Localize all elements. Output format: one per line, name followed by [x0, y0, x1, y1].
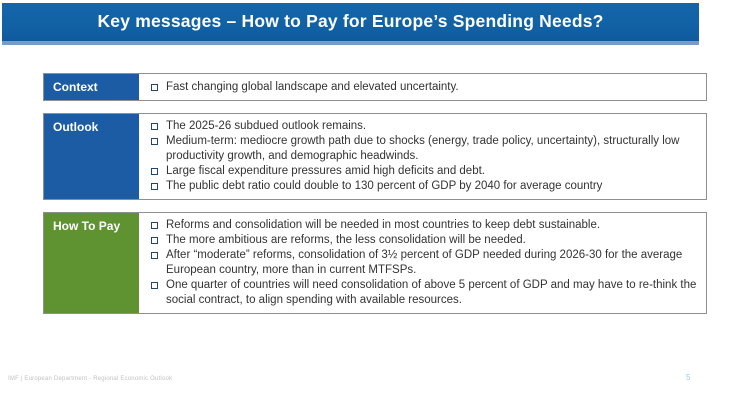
row-how-to-pay-label: How To Pay [44, 213, 139, 313]
bullet-item: After “moderate” reforms, consolidation … [149, 248, 698, 278]
bullet-item: Medium-term: mediocre growth path due to… [149, 134, 698, 164]
square-bullet-icon [151, 83, 158, 91]
bullet-text: Medium-term: mediocre growth path due to… [166, 135, 680, 162]
bullet-text: Reforms and consolidation will be needed… [166, 219, 601, 231]
bullet-item: One quarter of countries will need conso… [149, 278, 698, 308]
row-outlook: Outlook The 2025-26 subdued outlook rema… [43, 113, 707, 200]
bullet-item: The more ambitious are reforms, the less… [149, 233, 698, 248]
bullet-item: Reforms and consolidation will be needed… [149, 218, 698, 233]
slide-title: Key messages – How to Pay for Europe’s S… [97, 10, 604, 31]
square-bullet-icon [151, 137, 158, 145]
bullet-text: Fast changing global landscape and eleva… [166, 81, 459, 93]
bullet-text: One quarter of countries will need conso… [166, 279, 697, 306]
title-banner: Key messages – How to Pay for Europe’s S… [2, 3, 699, 45]
square-bullet-icon [151, 251, 158, 259]
bullet-text: The more ambitious are reforms, the less… [166, 234, 526, 246]
row-outlook-label: Outlook [44, 114, 139, 199]
square-bullet-icon [151, 236, 158, 244]
row-context: Context Fast changing global landscape a… [43, 73, 707, 101]
key-messages-table: Context Fast changing global landscape a… [43, 73, 707, 326]
row-context-content: Fast changing global landscape and eleva… [139, 74, 706, 100]
bullet-item: The public debt ratio could double to 13… [149, 179, 698, 194]
square-bullet-icon [151, 182, 158, 190]
row-context-label: Context [44, 74, 139, 100]
row-how-to-pay: How To Pay Reforms and consolidation wil… [43, 212, 707, 314]
square-bullet-icon [151, 122, 158, 130]
bullet-item: Large fiscal expenditure pressures amid … [149, 164, 698, 179]
bullet-text: The public debt ratio could double to 13… [166, 180, 603, 192]
square-bullet-icon [151, 281, 158, 289]
page-number: 5 [686, 373, 691, 382]
bullet-item: Fast changing global landscape and eleva… [149, 80, 698, 95]
row-outlook-content: The 2025-26 subdued outlook remains. Med… [139, 114, 706, 199]
bullet-text: Large fiscal expenditure pressures amid … [166, 165, 485, 177]
footer-attribution: IMF | European Department - Regional Eco… [8, 376, 173, 382]
square-bullet-icon [151, 167, 158, 175]
bullet-text: The 2025-26 subdued outlook remains. [166, 120, 367, 132]
square-bullet-icon [151, 221, 158, 229]
row-how-to-pay-content: Reforms and consolidation will be needed… [139, 213, 706, 313]
bullet-text: After “moderate” reforms, consolidation … [166, 249, 683, 276]
bullet-item: The 2025-26 subdued outlook remains. [149, 119, 698, 134]
